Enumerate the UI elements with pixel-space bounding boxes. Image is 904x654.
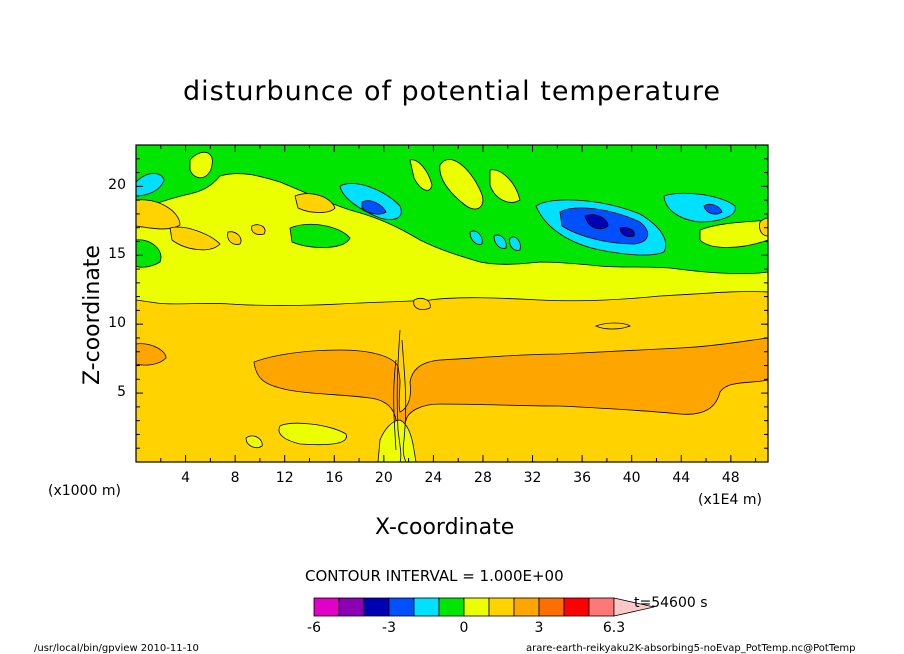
blob-blue	[703, 204, 723, 215]
blob-deep-orange	[136, 343, 167, 366]
blob-orange	[413, 298, 431, 310]
x-tick-label: 40	[622, 470, 641, 486]
blob-yellow	[409, 159, 433, 191]
blob-yellow	[278, 422, 347, 446]
blob-yellow	[189, 151, 213, 179]
blob-orange	[251, 224, 266, 235]
y-tick-label: 20	[108, 177, 126, 194]
colorbar-label: 6.3	[602, 620, 626, 636]
field-deep-orange	[253, 337, 768, 429]
blob-yellow	[489, 169, 521, 203]
x-tick-label: 44	[672, 470, 691, 486]
blob-orange	[759, 217, 768, 237]
blob-blue	[361, 200, 387, 215]
plume-line	[401, 339, 407, 462]
colorbar-label: -3	[382, 620, 396, 636]
blob-orange	[136, 199, 181, 230]
y-tick-label: 10	[108, 315, 126, 332]
x-tick-label: 4	[181, 470, 191, 486]
contour-interval: CONTOUR INTERVAL = 1.000E+00	[305, 567, 564, 585]
colorbar-swatch	[463, 597, 490, 617]
colorbar-swatch	[488, 597, 515, 617]
blob-green	[136, 239, 162, 268]
blob-yellow	[377, 419, 417, 462]
blob-orange	[294, 193, 336, 213]
colorbar-label: 0	[459, 620, 469, 636]
colorbar-swatch	[563, 597, 590, 617]
blob-cyan	[136, 173, 165, 197]
tick-marks	[136, 145, 768, 462]
y-tick-label: 5	[117, 384, 126, 401]
colorbar-swatch	[588, 597, 615, 617]
colorbar-swatch	[438, 597, 465, 617]
colorbar-label: -6	[307, 620, 321, 636]
x-tick-label: 28	[474, 470, 492, 486]
colorbar-swatch	[313, 597, 340, 617]
time-label: t=54600 s	[634, 595, 708, 611]
blob-yellow	[439, 159, 484, 210]
x-tick-label: 8	[230, 470, 240, 486]
y-tick-label: 15	[108, 246, 126, 263]
colorbar-swatch	[363, 597, 390, 617]
plume-line	[396, 329, 402, 462]
x-tick-label: 24	[424, 470, 443, 486]
x-tick-label: 12	[275, 470, 294, 486]
x-tick-label: 48	[721, 470, 740, 486]
small-contour	[595, 322, 631, 330]
colorbar-arrow	[613, 597, 655, 617]
blob-yellow	[699, 219, 768, 248]
footer-left: /usr/local/bin/gpview 2010-11-10	[34, 643, 199, 654]
colorbar	[313, 597, 655, 617]
blob-orange	[169, 226, 221, 251]
plot-frame	[135, 144, 769, 463]
colorbar-swatch	[513, 597, 540, 617]
blob-cyan	[663, 192, 736, 223]
blob-orange	[227, 231, 242, 245]
colorbar-swatch	[388, 597, 415, 617]
x-axis-title: X-coordinate	[375, 515, 515, 540]
colorbar-label: 3	[534, 620, 544, 636]
x-tick-label: 16	[325, 470, 344, 486]
footer-right: arare-earth-reikyaku2K-absorbing5-noEvap…	[526, 643, 856, 654]
contour-fill	[136, 145, 768, 462]
x-tick-label: 36	[573, 470, 592, 486]
blob-yellow	[245, 435, 263, 448]
blob-cyan	[469, 230, 483, 245]
x-unit-right: (x1E4 m)	[698, 492, 762, 508]
colorbar-swatch	[338, 597, 365, 617]
x-tick-label: 32	[523, 470, 542, 486]
colorbar-swatch	[413, 597, 440, 617]
blob-green	[289, 223, 351, 248]
plume-line	[393, 359, 397, 451]
x-tick-label: 20	[374, 470, 393, 486]
chart-title: disturbunce of potential temperature	[183, 76, 721, 107]
colorbar-swatch	[538, 597, 565, 617]
blob-cyan	[509, 236, 521, 251]
x-unit-left: (x1000 m)	[48, 483, 121, 499]
blob-darkblue	[584, 214, 609, 230]
blob-cyan	[493, 234, 507, 249]
blob-darkblue	[619, 227, 635, 237]
